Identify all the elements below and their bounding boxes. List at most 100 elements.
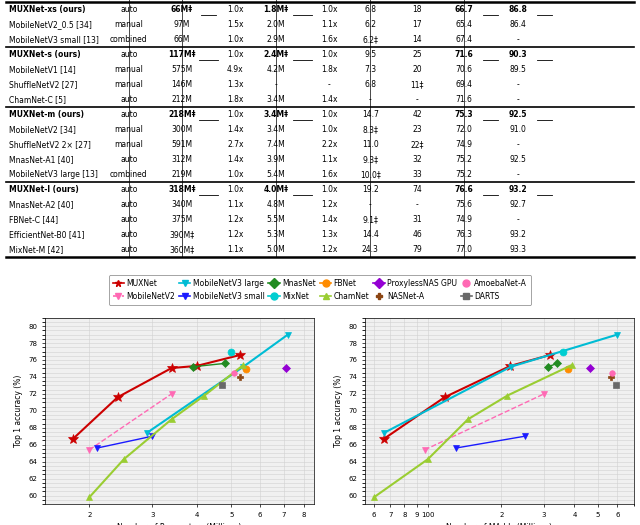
Text: 312M: 312M <box>172 155 193 164</box>
Text: MobileNetV2 [34]: MobileNetV2 [34] <box>9 125 76 134</box>
Text: 79: 79 <box>412 246 422 255</box>
Text: 92.5: 92.5 <box>509 155 526 164</box>
Text: auto: auto <box>120 5 138 14</box>
Text: 1.0x: 1.0x <box>227 110 244 119</box>
Text: MobileNetV1 [14]: MobileNetV1 [14] <box>9 65 76 74</box>
Text: 3.9M: 3.9M <box>267 155 285 164</box>
Text: 1.0x: 1.0x <box>227 185 244 194</box>
Text: 1.1x: 1.1x <box>321 155 337 164</box>
Text: -: - <box>516 80 519 89</box>
Text: 9.3‡: 9.3‡ <box>362 155 378 164</box>
Text: manual: manual <box>115 65 143 74</box>
Text: MUXNet-xs (ours): MUXNet-xs (ours) <box>9 5 85 14</box>
Text: 17: 17 <box>412 20 422 29</box>
Text: 70.6: 70.6 <box>456 65 473 74</box>
Text: 5.3M: 5.3M <box>267 230 285 239</box>
Text: 66M‡: 66M‡ <box>171 5 193 14</box>
Text: 92.7: 92.7 <box>509 201 526 209</box>
Text: 7.3: 7.3 <box>364 65 376 74</box>
Y-axis label: Top 1 accuracy (%): Top 1 accuracy (%) <box>13 375 22 447</box>
Text: 75.6: 75.6 <box>456 201 473 209</box>
Text: 76.3: 76.3 <box>456 230 473 239</box>
Text: auto: auto <box>120 95 138 104</box>
Text: 1.0x: 1.0x <box>321 5 338 14</box>
Text: 67.4: 67.4 <box>456 35 473 44</box>
Text: 318M‡: 318M‡ <box>168 185 196 194</box>
Text: 75.3: 75.3 <box>455 110 474 119</box>
Text: 72.0: 72.0 <box>456 125 473 134</box>
Text: 1.1x: 1.1x <box>227 201 243 209</box>
Text: manual: manual <box>115 140 143 149</box>
Text: 8.3‡: 8.3‡ <box>362 125 378 134</box>
Text: 20: 20 <box>412 65 422 74</box>
Text: 65.4: 65.4 <box>456 20 473 29</box>
Text: 4.9x: 4.9x <box>227 65 244 74</box>
Text: 1.4x: 1.4x <box>227 155 244 164</box>
Text: 46: 46 <box>412 230 422 239</box>
Text: 1.5x: 1.5x <box>227 20 244 29</box>
Text: 1.8M‡: 1.8M‡ <box>264 5 289 14</box>
Text: 1.8x: 1.8x <box>321 65 337 74</box>
Text: 1.3x: 1.3x <box>227 80 244 89</box>
Text: 1.2x: 1.2x <box>227 215 243 225</box>
Text: 1.1x: 1.1x <box>227 246 243 255</box>
Text: 2.2x: 2.2x <box>321 140 337 149</box>
Text: -: - <box>516 140 519 149</box>
Text: 7.4M: 7.4M <box>267 140 285 149</box>
Text: combined: combined <box>110 35 147 44</box>
Text: 1.6x: 1.6x <box>321 171 338 180</box>
Text: 1.2x: 1.2x <box>321 246 337 255</box>
Text: 31: 31 <box>412 215 422 225</box>
Text: 1.0x: 1.0x <box>321 125 338 134</box>
Text: 91.0: 91.0 <box>509 125 526 134</box>
Text: 1.8x: 1.8x <box>227 95 243 104</box>
Text: 74: 74 <box>412 185 422 194</box>
Text: 4.2M: 4.2M <box>267 65 285 74</box>
Text: 1.2x: 1.2x <box>227 230 243 239</box>
Text: 23: 23 <box>412 125 422 134</box>
Text: -: - <box>328 80 331 89</box>
Text: 1.3x: 1.3x <box>321 230 338 239</box>
Text: 22‡: 22‡ <box>410 140 424 149</box>
Text: 93.3: 93.3 <box>509 246 526 255</box>
Text: 2.9M: 2.9M <box>267 35 285 44</box>
Text: 6.8: 6.8 <box>364 5 376 14</box>
Text: EfficientNet-B0 [41]: EfficientNet-B0 [41] <box>9 230 84 239</box>
Text: -: - <box>275 80 278 89</box>
Text: MUXNet-s (ours): MUXNet-s (ours) <box>9 50 81 59</box>
Text: 1.6x: 1.6x <box>321 35 338 44</box>
Text: 1.0x: 1.0x <box>227 5 244 14</box>
Text: 5.5M: 5.5M <box>267 215 285 225</box>
Text: 2.4M‡: 2.4M‡ <box>264 50 289 59</box>
Text: manual: manual <box>115 80 143 89</box>
Text: 11‡: 11‡ <box>410 80 424 89</box>
Text: auto: auto <box>120 50 138 59</box>
Text: 14.4: 14.4 <box>362 230 379 239</box>
Text: MobileNetV3 large [13]: MobileNetV3 large [13] <box>9 171 98 180</box>
Text: ShuffleNetV2 [27]: ShuffleNetV2 [27] <box>9 80 77 89</box>
Text: 5.0M: 5.0M <box>267 246 285 255</box>
Text: 2.7x: 2.7x <box>227 140 244 149</box>
Text: 14: 14 <box>412 35 422 44</box>
Text: 69.4: 69.4 <box>456 80 473 89</box>
Text: 24.3: 24.3 <box>362 246 379 255</box>
Text: 575M: 575M <box>172 65 193 74</box>
Text: 1.0x: 1.0x <box>227 171 244 180</box>
Text: 1.1x: 1.1x <box>321 20 337 29</box>
Text: 300M: 300M <box>172 125 193 134</box>
Text: 6.2‡: 6.2‡ <box>362 35 378 44</box>
Text: 591M: 591M <box>172 140 193 149</box>
Text: 1.0x: 1.0x <box>321 50 338 59</box>
Text: 86.8: 86.8 <box>508 5 527 14</box>
Text: auto: auto <box>120 215 138 225</box>
Text: manual: manual <box>115 125 143 134</box>
Text: 212M: 212M <box>172 95 193 104</box>
Text: 66.7: 66.7 <box>455 5 474 14</box>
Text: 1.4x: 1.4x <box>321 215 338 225</box>
Text: FBNet-C [44]: FBNet-C [44] <box>9 215 58 225</box>
Text: auto: auto <box>120 230 138 239</box>
Text: 218M‡: 218M‡ <box>168 110 196 119</box>
Text: 74.9: 74.9 <box>456 215 473 225</box>
Text: -: - <box>516 171 519 180</box>
Text: -: - <box>516 95 519 104</box>
